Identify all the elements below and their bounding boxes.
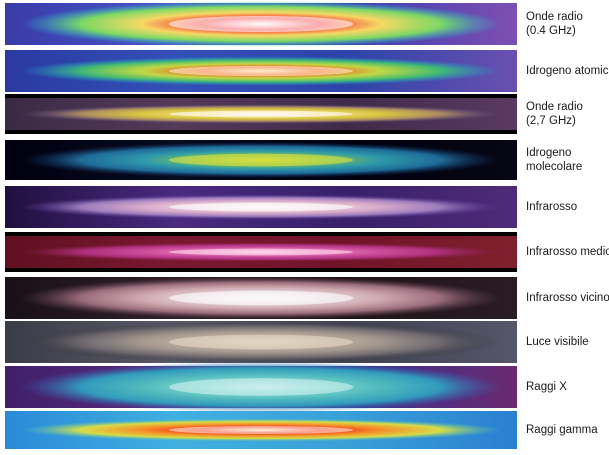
strip-label: Onde radio (0.4 GHz): [526, 11, 583, 37]
galactic-center: [168, 426, 354, 434]
strip-label: Idrogeno atomico: [526, 65, 609, 77]
label-line: (0.4 GHz): [526, 25, 576, 37]
galactic-center: [168, 15, 354, 33]
strip-label: Infrarosso vicino: [526, 292, 609, 304]
label-line: Luce visibile: [526, 336, 589, 348]
galactic-center: [168, 202, 354, 212]
spectrum-strip: [5, 186, 517, 228]
strip-label: Infrarosso: [526, 201, 577, 213]
label-line: Infrarosso medio: [526, 246, 609, 258]
label-line: Idrogeno atomico: [526, 65, 609, 77]
spectrum-strip: [5, 361, 517, 413]
spectrum-strip: [5, 140, 517, 180]
strip-label: Onde radio (2,7 GHz): [526, 101, 583, 127]
label-line: Idrogeno: [526, 147, 571, 159]
spectrum-strip: [5, 0, 517, 48]
label-line: Infrarosso: [526, 201, 577, 213]
label-line: Raggi gamma: [526, 424, 598, 436]
galactic-center: [168, 334, 354, 350]
strip-label: Raggi gamma: [526, 424, 598, 436]
label-line: (2,7 GHz): [526, 115, 576, 127]
label-line: Onde radio: [526, 11, 583, 23]
galactic-center: [168, 65, 354, 77]
galactic-center: [168, 153, 354, 167]
spectrum-strip: [5, 277, 517, 319]
spectrum-strip: [5, 232, 517, 272]
strip-label: Idrogeno molecolare: [526, 147, 582, 173]
galactic-center: [168, 290, 354, 306]
spectrum-strip: [5, 94, 517, 134]
spectrum-strip: [5, 321, 517, 363]
galactic-center: [168, 248, 354, 256]
strip-label: Luce visibile: [526, 336, 589, 348]
label-line: molecolare: [526, 161, 582, 173]
strip-label: Infrarosso medio: [526, 246, 609, 258]
spectrum-strip: [5, 411, 517, 449]
label-line: Onde radio: [526, 101, 583, 113]
galactic-center: [168, 378, 354, 396]
label-line: Infrarosso vicino: [526, 292, 609, 304]
strip-label: Raggi X: [526, 381, 567, 393]
spectrum-strip: [5, 50, 517, 92]
label-line: Raggi X: [526, 381, 567, 393]
galactic-center: [168, 110, 354, 118]
